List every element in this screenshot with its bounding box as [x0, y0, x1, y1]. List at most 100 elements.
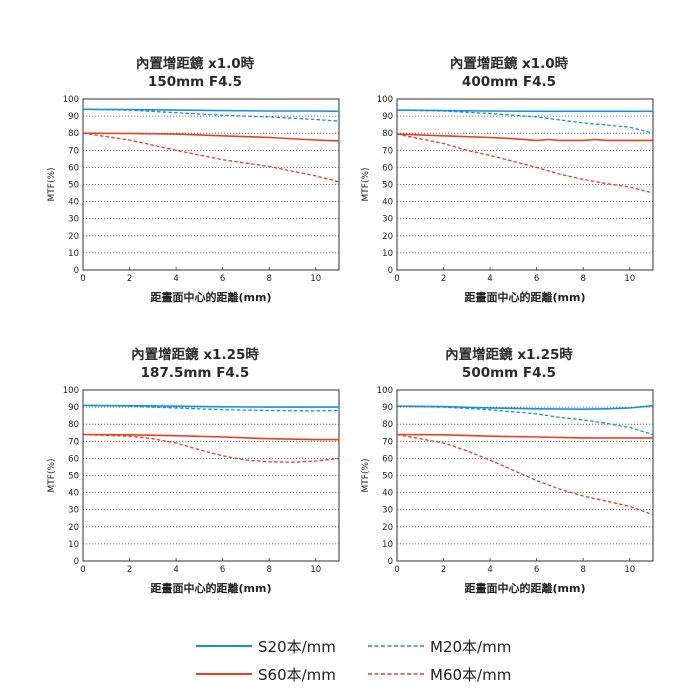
series-line-s20: [82, 404, 339, 408]
y-tick-label: 90: [382, 112, 393, 122]
chart-title: 內置增距鏡 x1.0時: [135, 56, 255, 72]
series-line-s60: [396, 133, 653, 142]
series-line-m20: [82, 404, 340, 412]
y-tick-label: 70: [68, 437, 79, 447]
x-tick-label: 0: [80, 565, 85, 575]
series-line-s20: [396, 404, 654, 411]
legend-swatch-m60: [368, 673, 424, 675]
y-tick-label: 60: [68, 163, 79, 173]
y-tick-label: 100: [63, 95, 79, 105]
chart-panel-3: 內置增距鏡 x1.25時 187.5mm F4.5 0 10 20 30 40 50 60 7…: [40, 347, 350, 607]
chart-panel-4: 內置增距鏡 x1.25時 500mm F4.5 0 10 20 30 40 50 60 70 8…: [354, 347, 664, 607]
y-tick-label: 80: [382, 420, 393, 430]
mtf-chart: 0 10 20 30 40 50 60 70 80 90 100 0 2 4 6 8 10 距畫面中心的距離(mm…: [361, 386, 654, 595]
y-tick-label: 10: [68, 540, 79, 550]
chart-subtitle: 187.5mm F4.5: [140, 365, 250, 381]
legend-swatch-s20: [196, 645, 252, 647]
y-tick-label: 70: [68, 146, 79, 156]
chart-subtitle: 400mm F4.5: [461, 74, 557, 90]
chart-panel-1: 內置增距鏡 x1.0時 150mm F4.5 0 10 20 30 40 50 60 70 80…: [40, 56, 350, 316]
y-tick-label: 20: [382, 232, 393, 242]
y-tick-label: 30: [68, 215, 79, 225]
x-tick-label: 0: [80, 274, 85, 284]
y-axis-label: MTF(%): [361, 458, 371, 492]
x-tick-label: 10: [624, 565, 635, 575]
y-tick-label: 90: [68, 403, 79, 413]
y-tick-label: 10: [382, 540, 393, 550]
chart-panel-2: 內置增距鏡 x1.0時 400mm F4.5 0 10 20 30 40 50 60 70 80…: [354, 56, 664, 316]
x-tick-label: 8: [580, 565, 585, 575]
x-tick-label: 6: [534, 565, 539, 575]
series-line-s60: [82, 433, 339, 441]
y-tick-label: 60: [382, 163, 393, 173]
x-tick-label: 10: [624, 274, 635, 284]
y-tick-label: 50: [382, 181, 393, 191]
y-tick-label: 100: [63, 386, 79, 396]
y-axis-label: MTF(%): [47, 458, 57, 492]
x-tick-label: 2: [127, 274, 132, 284]
x-axis-label: 距畫面中心的距離(mm): [465, 581, 586, 595]
chart-title: 內置增距鏡 x1.25時: [131, 347, 259, 363]
x-tick-label: 2: [441, 274, 446, 284]
series-line-m60: [396, 133, 654, 194]
y-tick-label: 40: [382, 198, 393, 208]
y-tick-label: 60: [68, 454, 79, 464]
legend-label-s20: S20本/mm: [258, 638, 336, 656]
y-tick-label: 30: [382, 215, 393, 225]
plot-frame: [396, 389, 654, 562]
series-line-m60: [82, 433, 340, 463]
x-tick-label: 2: [441, 565, 446, 575]
mtf-chart: 0 10 20 30 40 50 60 70 80 90 100 0 2 4 6 8 10 距畫面中心的距離(mm…: [361, 95, 654, 304]
mtf-chart: 0 10 20 30 40 50 60 70 80 90 100 0 2 4 6 8 10 距畫面中心的距離(mm…: [47, 95, 340, 304]
series-line-m20: [396, 405, 654, 436]
chart-subtitle: 150mm F4.5: [147, 74, 243, 90]
y-axis-label: MTF(%): [47, 167, 57, 201]
y-tick-label: 10: [68, 249, 79, 259]
x-tick-label: 4: [487, 274, 492, 284]
y-tick-label: 80: [68, 420, 79, 430]
x-tick-label: 2: [127, 565, 132, 575]
y-tick-label: 50: [68, 472, 79, 482]
series-line-m60: [82, 132, 340, 183]
y-tick-label: 20: [382, 523, 393, 533]
x-tick-label: 6: [220, 565, 225, 575]
y-tick-label: 100: [377, 386, 393, 396]
x-axis-label: 距畫面中心的距離(mm): [151, 581, 272, 595]
y-tick-label: 100: [377, 95, 393, 105]
y-tick-label: 10: [382, 249, 393, 259]
y-tick-label: 40: [68, 198, 79, 208]
x-tick-label: 6: [220, 274, 225, 284]
y-tick-label: 20: [68, 523, 79, 533]
series-line-m60: [396, 433, 654, 516]
plot-frame: [82, 98, 340, 271]
legend-swatch-s60: [196, 673, 252, 675]
y-tick-label: 0: [74, 266, 79, 276]
series-line-m20: [82, 108, 340, 122]
x-tick-label: 0: [394, 274, 399, 284]
chart-title: 內置增距鏡 x1.0時: [449, 56, 569, 72]
y-tick-label: 60: [382, 454, 393, 464]
x-tick-label: 0: [394, 565, 399, 575]
x-tick-label: 6: [534, 274, 539, 284]
y-tick-label: 0: [74, 557, 79, 567]
x-axis-label: 距畫面中心的距離(mm): [151, 290, 272, 304]
plot-frame: [82, 389, 340, 562]
chart-subtitle: 500mm F4.5: [461, 365, 557, 381]
x-tick-label: 8: [266, 274, 271, 284]
y-tick-label: 20: [68, 232, 79, 242]
plot-frame: [396, 98, 654, 271]
chart-legend: S20本/mm M20本/mm S60本/mm M60本/mm: [196, 630, 556, 686]
y-tick-label: 30: [68, 506, 79, 516]
y-tick-label: 50: [68, 181, 79, 191]
legend-swatch-m20: [368, 645, 424, 647]
series-line-s60: [396, 433, 653, 439]
series-line-s60: [82, 132, 340, 142]
legend-label-m60: M60本/mm: [430, 666, 512, 684]
y-tick-label: 40: [68, 489, 79, 499]
legend-label-m20: M20本/mm: [430, 638, 512, 656]
x-tick-label: 8: [580, 274, 585, 284]
y-tick-label: 40: [382, 489, 393, 499]
y-tick-label: 30: [382, 506, 393, 516]
x-tick-label: 4: [487, 565, 492, 575]
series-line-s20: [396, 109, 653, 113]
